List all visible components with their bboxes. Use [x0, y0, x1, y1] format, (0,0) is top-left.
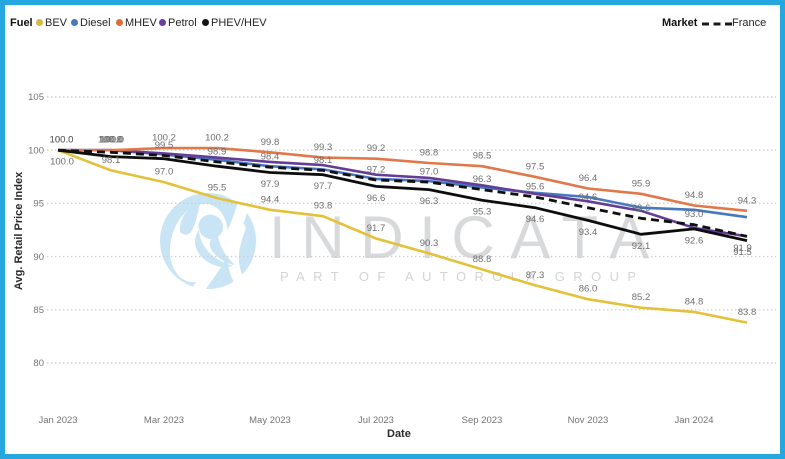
svg-text:96.6: 96.6	[367, 193, 386, 204]
svg-text:95: 95	[33, 199, 44, 210]
svg-text:100.0: 100.0	[50, 135, 74, 146]
svg-text:85.2: 85.2	[632, 292, 651, 303]
svg-text:96.3: 96.3	[473, 174, 492, 185]
svg-text:83.8: 83.8	[738, 307, 757, 318]
svg-text:94.6: 94.6	[579, 192, 598, 203]
svg-text:100.0: 100.0	[99, 135, 123, 146]
svg-text:90.3: 90.3	[420, 238, 439, 249]
svg-text:93.4: 93.4	[579, 227, 598, 238]
svg-text:100.2: 100.2	[152, 133, 176, 144]
svg-text:98.1: 98.1	[102, 155, 121, 166]
svg-text:94.4: 94.4	[261, 194, 280, 205]
svg-text:INDICATA: INDICATA	[269, 204, 665, 271]
svg-text:98.9: 98.9	[208, 146, 227, 157]
svg-text:84.8: 84.8	[685, 296, 704, 307]
svg-text:99.5: 99.5	[155, 140, 174, 151]
svg-text:97.5: 97.5	[526, 161, 545, 172]
svg-text:97.2: 97.2	[367, 165, 386, 176]
svg-text:100.0: 100.0	[100, 135, 124, 146]
svg-text:94.8: 94.8	[685, 190, 704, 201]
svg-text:88.8: 88.8	[473, 254, 492, 265]
svg-text:95.3: 95.3	[473, 207, 492, 218]
svg-text:85: 85	[33, 305, 44, 316]
svg-text:100.0: 100.0	[98, 135, 122, 146]
svg-text:97.7: 97.7	[314, 181, 333, 192]
svg-text:87.3: 87.3	[526, 270, 545, 281]
svg-text:PART OF AUTOROLA GROUP: PART OF AUTOROLA GROUP	[280, 269, 644, 284]
svg-text:91.9: 91.9	[733, 243, 752, 254]
svg-text:Sep 2023: Sep 2023	[462, 415, 503, 426]
svg-text:99.2: 99.2	[367, 143, 386, 154]
svg-text:May 2023: May 2023	[249, 415, 291, 426]
svg-text:Mar 2023: Mar 2023	[144, 415, 184, 426]
svg-text:105: 105	[28, 92, 44, 103]
svg-text:96.3: 96.3	[420, 196, 439, 207]
svg-text:97.0: 97.0	[155, 167, 174, 178]
svg-text:98.1: 98.1	[314, 155, 333, 166]
svg-text:92.6: 92.6	[685, 235, 704, 246]
svg-text:97.0: 97.0	[420, 167, 439, 178]
svg-text:99.3: 99.3	[314, 142, 333, 153]
svg-text:98.8: 98.8	[420, 148, 439, 159]
svg-text:96.4: 96.4	[579, 173, 598, 184]
svg-text:Jul 2023: Jul 2023	[358, 415, 394, 426]
svg-text:Jan 2024: Jan 2024	[674, 415, 713, 426]
svg-text:94.6: 94.6	[526, 214, 545, 225]
svg-text:97.9: 97.9	[261, 179, 280, 190]
svg-text:99.8: 99.8	[261, 137, 280, 148]
svg-text:100.0: 100.0	[50, 157, 74, 168]
svg-text:93.6: 93.6	[632, 203, 651, 214]
svg-text:98.4: 98.4	[261, 152, 280, 163]
svg-text:95.5: 95.5	[208, 183, 227, 194]
svg-text:100.0: 100.0	[50, 135, 74, 146]
svg-text:100: 100	[28, 145, 44, 156]
svg-text:Jan 2023: Jan 2023	[38, 415, 77, 426]
svg-text:95.6: 95.6	[526, 182, 545, 193]
svg-text:91.7: 91.7	[367, 223, 386, 234]
svg-text:Nov 2023: Nov 2023	[568, 415, 609, 426]
svg-text:86.0: 86.0	[579, 284, 598, 295]
svg-text:92.1: 92.1	[632, 241, 651, 252]
svg-text:94.3: 94.3	[738, 195, 757, 206]
svg-text:90: 90	[33, 252, 44, 263]
svg-text:80: 80	[33, 358, 44, 369]
svg-text:93.8: 93.8	[314, 201, 333, 212]
svg-text:95.9: 95.9	[632, 178, 651, 189]
svg-text:100.0: 100.0	[50, 135, 74, 146]
svg-text:93.0: 93.0	[685, 209, 704, 220]
svg-text:98.5: 98.5	[473, 151, 492, 162]
svg-text:100.2: 100.2	[205, 133, 229, 144]
svg-text:91.5: 91.5	[733, 247, 752, 258]
